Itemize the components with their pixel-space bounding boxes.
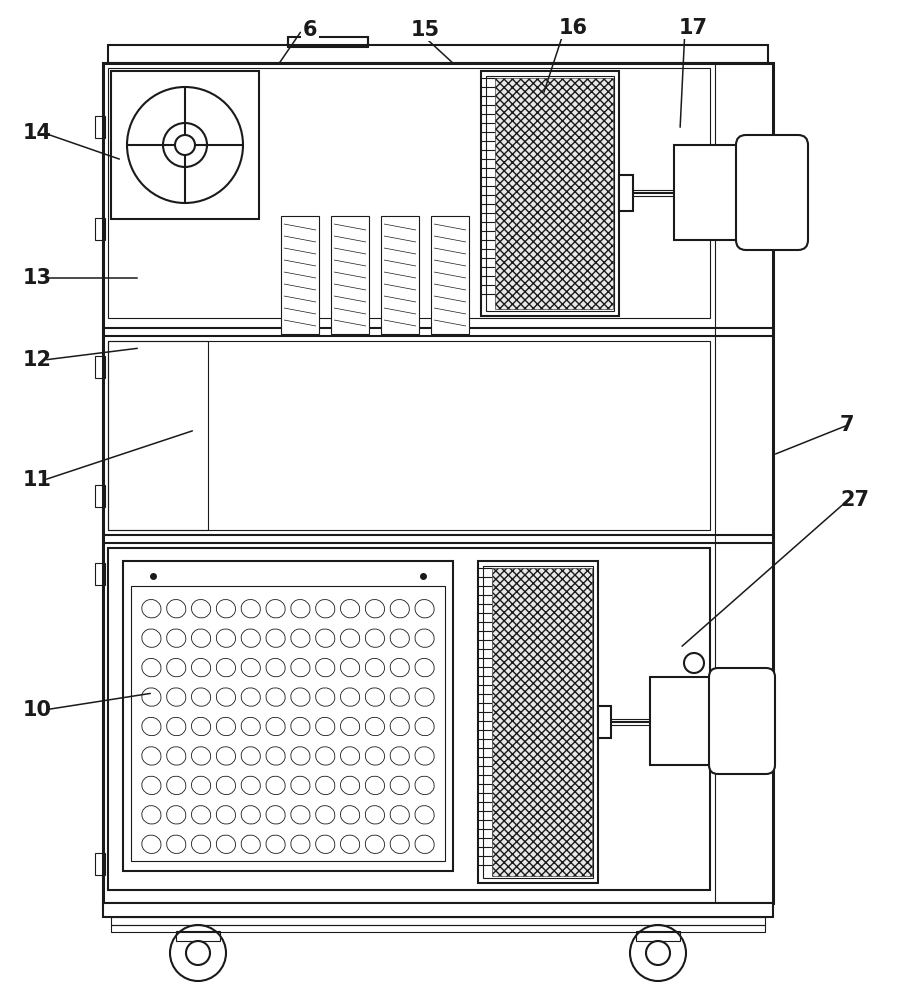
Bar: [685, 703, 711, 723]
Bar: [108, 341, 208, 530]
Text: 12: 12: [23, 350, 52, 370]
Bar: [678, 153, 708, 232]
Text: 16: 16: [558, 18, 587, 38]
Text: 11: 11: [23, 470, 52, 490]
Bar: [381, 216, 419, 334]
Bar: [111, 71, 259, 219]
Text: 16: 16: [558, 18, 587, 38]
Bar: [108, 341, 710, 530]
FancyBboxPatch shape: [709, 668, 775, 774]
Bar: [710, 173, 738, 195]
Bar: [483, 566, 593, 878]
Bar: [95, 853, 105, 875]
Bar: [619, 175, 633, 211]
Bar: [650, 677, 718, 765]
Bar: [331, 216, 369, 334]
Text: 10: 10: [23, 700, 52, 720]
Bar: [598, 706, 611, 738]
Text: 6: 6: [303, 20, 318, 40]
Bar: [111, 917, 765, 925]
Bar: [103, 63, 773, 903]
Bar: [431, 216, 469, 334]
Circle shape: [175, 135, 195, 155]
Bar: [486, 76, 614, 311]
Bar: [281, 216, 319, 334]
Bar: [95, 485, 105, 507]
Text: 14: 14: [23, 123, 52, 143]
Bar: [108, 45, 768, 63]
Bar: [495, 78, 613, 309]
Bar: [95, 356, 105, 378]
Bar: [111, 925, 765, 932]
Bar: [654, 684, 682, 758]
Bar: [95, 116, 105, 138]
Bar: [108, 68, 710, 318]
Text: 15: 15: [411, 20, 439, 40]
Bar: [492, 568, 592, 876]
Text: 7: 7: [840, 415, 855, 435]
Bar: [636, 931, 680, 941]
Text: 17: 17: [679, 18, 707, 38]
Bar: [95, 218, 105, 240]
Bar: [288, 37, 368, 47]
Bar: [478, 561, 598, 883]
Bar: [674, 145, 746, 240]
Text: 6: 6: [303, 20, 318, 40]
FancyBboxPatch shape: [736, 135, 808, 250]
Bar: [123, 561, 453, 871]
Text: 13: 13: [23, 268, 52, 288]
Bar: [103, 903, 773, 917]
Text: 27: 27: [840, 490, 869, 510]
Text: 17: 17: [679, 18, 707, 38]
Bar: [95, 563, 105, 585]
Text: 15: 15: [411, 20, 439, 40]
Bar: [176, 931, 220, 941]
Bar: [481, 71, 619, 316]
Bar: [108, 548, 710, 890]
Bar: [131, 586, 445, 861]
